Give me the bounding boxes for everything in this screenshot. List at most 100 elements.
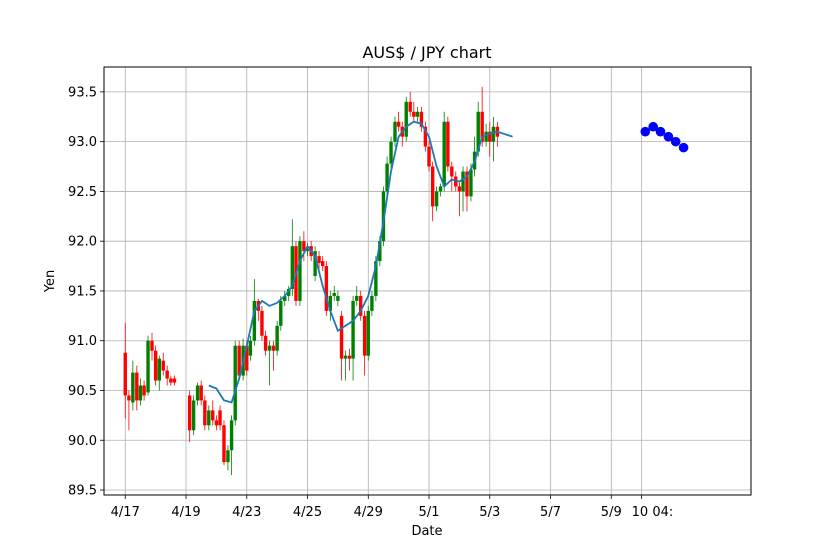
candle-body [172,378,177,383]
y-tick-label: 91.5 [68,284,97,299]
candle-body [218,410,222,426]
candle-body [378,241,382,262]
candle-body [157,358,161,381]
candle-body [419,111,424,127]
candle-body [302,241,306,252]
candle-body [298,241,302,301]
candle-body [488,131,492,142]
candle-body [351,300,355,359]
candle-body [233,345,237,421]
candle-body [480,111,484,142]
x-tick-label: 5/9 [601,505,622,520]
candle-body [267,345,272,351]
candle-body [355,295,359,301]
candle-body [427,146,431,167]
candle-body [404,101,408,137]
candle-body [252,300,257,341]
axis-ticks: 89.5 90.0 90.5 91.0 91.5 92.0 92.5 93.0 93.5 4/17… [68,85,673,520]
chart-title: AUS$ / JPY chart [362,43,491,62]
y-tick-label: 93.0 [68,135,97,150]
candle-body [362,315,367,356]
forecast-points [640,121,689,153]
candle-body [389,141,393,164]
y-axis-title: Yen [43,270,58,293]
candle-body [161,360,165,371]
candle-body [127,395,131,401]
candle-body [461,171,465,192]
candle-body [275,325,279,351]
x-tick-label: 4/23 [232,505,261,520]
forecast-point [655,126,666,137]
candle-body [187,395,192,431]
candle-body [279,300,283,326]
candle-body [199,385,203,401]
candle-body [336,295,340,301]
x-axis-title: Date [411,524,442,539]
x-tick-label: 5/1 [419,505,440,520]
candle-body [313,251,317,277]
candles [123,86,500,476]
grid [104,67,751,495]
y-tick-label: 90.5 [68,384,97,399]
candle-body [207,410,211,426]
candle-body [412,111,416,117]
candle-body [260,310,264,336]
candle-body [442,121,446,187]
candle-body [169,378,173,383]
y-tick-label: 92.5 [68,185,97,200]
candle-body [343,355,348,359]
y-tick-label: 91.0 [68,334,97,349]
candle-body [245,345,249,371]
candle-body [142,385,146,396]
candle-body [339,315,344,359]
y-tick-label: 93.5 [68,85,97,100]
candle-body [408,101,412,112]
candle-body [423,126,428,147]
candle-body [438,186,443,192]
y-tick-label: 92.0 [68,235,97,250]
candle-body [138,385,143,401]
candle-body [415,111,420,117]
forecast-point [648,121,658,132]
x-tick-label: 4/17 [111,505,140,520]
x-tick-label: 4/25 [293,505,322,520]
candle-body [469,169,473,197]
candle-body [248,340,253,356]
candle-body [366,310,370,356]
candle-body [324,266,329,311]
candle-body [385,163,389,192]
x-tick-label: 5/7 [540,505,561,520]
candle-body [450,166,454,177]
candle-body [374,261,378,296]
candle-body [434,191,439,207]
forecast-point [678,142,689,153]
candle-body [328,295,332,311]
x-tick-label: 4/19 [171,505,200,520]
candle-body [131,372,135,403]
candle-body [191,400,196,431]
candle-body [146,340,150,393]
candle-body [123,352,127,396]
y-tick-label: 90.0 [68,434,97,449]
candle-body [347,355,352,359]
candle-body [214,420,219,426]
x-tick-label: 10 04: [632,505,674,520]
candle-body [286,288,291,296]
candle-body [358,295,363,316]
candle-body [396,121,401,127]
candle-body [222,425,226,463]
candle-body [393,121,397,142]
candle-body [229,420,234,451]
candle-body [195,385,200,401]
candle-body [317,256,321,264]
candle-body [150,340,154,351]
x-tick-label: 5/3 [479,505,500,520]
candle-body [283,295,287,301]
candle-body [263,335,268,351]
forecast-point [663,131,674,142]
candle-body [457,186,462,192]
candle-body [135,372,139,401]
candle-body [226,450,230,463]
